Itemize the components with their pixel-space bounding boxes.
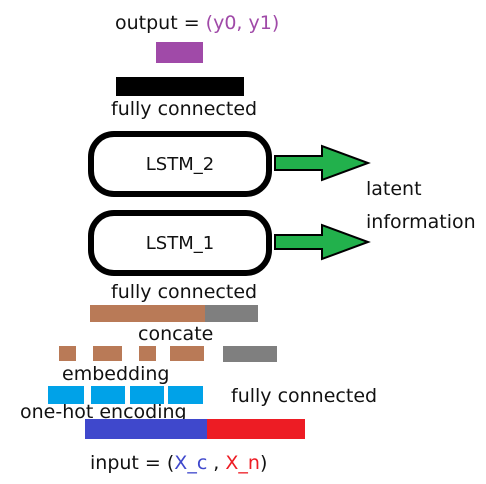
latent-label-line2: information (366, 211, 476, 233)
fully-connected-top-bar (116, 77, 244, 96)
one-hot-block (168, 386, 203, 404)
one-hot-block (48, 386, 84, 404)
concate-label: concate (138, 323, 214, 345)
embedding-block (59, 346, 76, 361)
fully-connected-numeric-label: fully connected (231, 385, 378, 407)
lstm-1-label: LSTM_1 (145, 232, 215, 254)
fully-connected-top-label: fully connected (111, 98, 258, 120)
concate-embedding-segment (90, 305, 205, 322)
output-value: (y0, y1) (205, 12, 280, 34)
output-bar (156, 42, 203, 63)
input-numeric-bar (207, 419, 305, 439)
latent-label-line1: latent (366, 178, 422, 200)
input-xn: X_n (225, 452, 260, 474)
one-hot-encoding-label: one-hot encoding (20, 401, 187, 423)
embedding-block (93, 346, 122, 361)
lstm-1-arrow-icon (274, 223, 371, 261)
one-hot-block (130, 386, 164, 404)
concate-numeric-segment (205, 305, 258, 322)
lstm-2-arrow-icon (274, 144, 371, 182)
input-xc: X_c (174, 452, 208, 474)
embedding-block (170, 346, 204, 361)
numeric-fc-block (223, 346, 277, 362)
lstm-1-block: LSTM_1 (88, 210, 272, 276)
embedding-block (139, 346, 156, 361)
output-prefix: output = (115, 12, 206, 34)
lstm-2-label: LSTM_2 (145, 153, 215, 175)
input-categorical-bar (85, 419, 207, 439)
input-prefix: input = ( (90, 452, 175, 474)
lstm-2-block: LSTM_2 (88, 131, 272, 197)
embedding-label: embedding (62, 363, 170, 385)
output-label: output = (y0, y1) (115, 12, 279, 34)
input-label: input = (X_c , X_n) (90, 452, 267, 474)
input-suffix: ) (259, 452, 268, 474)
input-sep: , (207, 452, 226, 474)
fully-connected-mid-label: fully connected (111, 281, 258, 303)
one-hot-block (91, 386, 125, 404)
